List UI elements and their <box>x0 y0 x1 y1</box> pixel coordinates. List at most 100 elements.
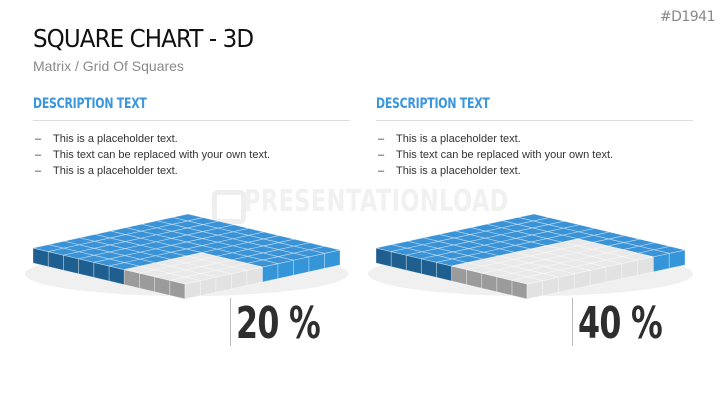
grid-cell <box>170 248 202 257</box>
list-item: – This is a placeholder text. <box>378 133 521 145</box>
grid-cell <box>186 238 218 246</box>
description-column-right: DESCRIPTION TEXT – This is a placeholder … <box>376 96 693 179</box>
grid-cell <box>140 248 172 257</box>
grid-cell <box>108 262 140 270</box>
grid-cell <box>263 242 295 250</box>
grid-cell <box>141 220 173 229</box>
grid-cell <box>483 248 515 257</box>
grid-cell <box>110 227 142 235</box>
grid-cell <box>562 231 594 240</box>
grid-cell <box>484 241 516 250</box>
highlighted-cell <box>511 276 543 285</box>
highlighted-cell <box>124 265 155 274</box>
grid-cell <box>452 248 484 256</box>
grid-cell <box>125 237 157 246</box>
grid-cell <box>141 227 172 236</box>
grid-cell <box>454 234 486 242</box>
grid-cell <box>217 238 249 247</box>
grid-cell <box>485 227 517 236</box>
highlighted-cell <box>545 248 577 257</box>
grid-cell <box>293 249 325 258</box>
grid-cell <box>375 244 407 252</box>
grid-cell <box>263 249 294 257</box>
grid-cell <box>533 217 565 225</box>
grid-cell <box>140 241 172 250</box>
grid-cell <box>407 237 439 246</box>
grid-cell <box>217 245 248 254</box>
grid-cell <box>406 244 438 253</box>
slide-code: #D1941 <box>659 9 716 25</box>
grid-cell <box>217 231 249 240</box>
highlighted-cell <box>530 245 562 253</box>
grid-cell <box>172 213 204 222</box>
grid-cell <box>263 235 295 243</box>
grid-cell <box>110 234 141 242</box>
grid-cell <box>294 242 325 251</box>
grid-cell <box>563 224 595 233</box>
grid-cell <box>608 242 640 250</box>
highlighted-cell <box>559 266 591 275</box>
grid-cell <box>486 220 518 229</box>
highlighted-cell <box>216 266 248 275</box>
watermark-logo-icon <box>212 190 246 224</box>
grid-cell <box>201 248 233 257</box>
grid-cell <box>485 234 517 243</box>
grid-cell <box>171 241 203 250</box>
highlighted-cell <box>139 269 171 278</box>
grid-cell <box>63 237 95 246</box>
description-column-left: DESCRIPTION TEXT – This is a placeholder … <box>33 96 350 179</box>
grid-cell <box>187 217 219 225</box>
grid-cell <box>109 248 141 256</box>
list-item: – This text can be replaced with your own… <box>378 149 614 161</box>
grid-cell <box>454 227 486 235</box>
grid-cell <box>109 241 141 249</box>
bullet-list: – This is a placeholder text. – This text … <box>33 131 350 179</box>
label-divider <box>230 298 231 346</box>
grid-cell <box>186 245 218 253</box>
grid-cell <box>171 234 203 243</box>
grid-cell <box>187 224 219 232</box>
list-item: – This is a placeholder text. <box>35 165 178 177</box>
bullet-list: – This is a placeholder text. – This text … <box>376 131 693 179</box>
label-divider <box>572 298 573 346</box>
slide-subtitle: Matrix / Grid Of Squares <box>33 58 184 74</box>
description-heading: DESCRIPTION TEXT <box>33 96 147 112</box>
grid-cell <box>172 220 203 229</box>
grid-cell <box>531 231 563 239</box>
grid-cell-side <box>324 249 341 269</box>
highlighted-cell <box>562 238 594 247</box>
grid-cell <box>532 224 564 232</box>
divider <box>376 120 693 121</box>
watermark: PRESENTATIONLOAD <box>244 184 509 219</box>
list-item: – This is a placeholder text. <box>378 165 521 177</box>
grid-cell <box>216 252 248 261</box>
list-item: – This text can be replaced with your own… <box>35 149 271 161</box>
list-item: – This is a placeholder text. <box>35 133 178 145</box>
highlighted-cell <box>139 262 171 271</box>
highlighted-cell <box>154 273 186 281</box>
highlighted-cell <box>607 249 639 257</box>
grid-cell <box>187 231 218 239</box>
highlighted-cell <box>561 245 593 254</box>
grid-cell <box>139 255 171 264</box>
highlighted-cell <box>216 259 248 268</box>
grid-cell <box>453 241 485 249</box>
grid-cell <box>309 246 341 254</box>
divider <box>33 120 350 121</box>
grid-cell <box>32 244 64 252</box>
highlighted-cell <box>169 276 201 285</box>
percent-label-right: 40 % <box>578 298 663 349</box>
grid-cell <box>218 224 249 233</box>
slide-title: SQUARE CHART - 3D <box>33 24 254 53</box>
percent-label-left: 20 % <box>236 298 321 349</box>
grid-cell <box>125 244 156 253</box>
grid-cell <box>608 235 640 243</box>
grid-cell <box>140 234 172 243</box>
grid-cell <box>63 244 95 253</box>
highlighted-cell <box>466 265 498 274</box>
grid-cell <box>171 227 203 236</box>
description-heading: DESCRIPTION TEXT <box>376 96 490 112</box>
grid-cell <box>531 238 563 246</box>
grid-cell <box>638 242 670 251</box>
